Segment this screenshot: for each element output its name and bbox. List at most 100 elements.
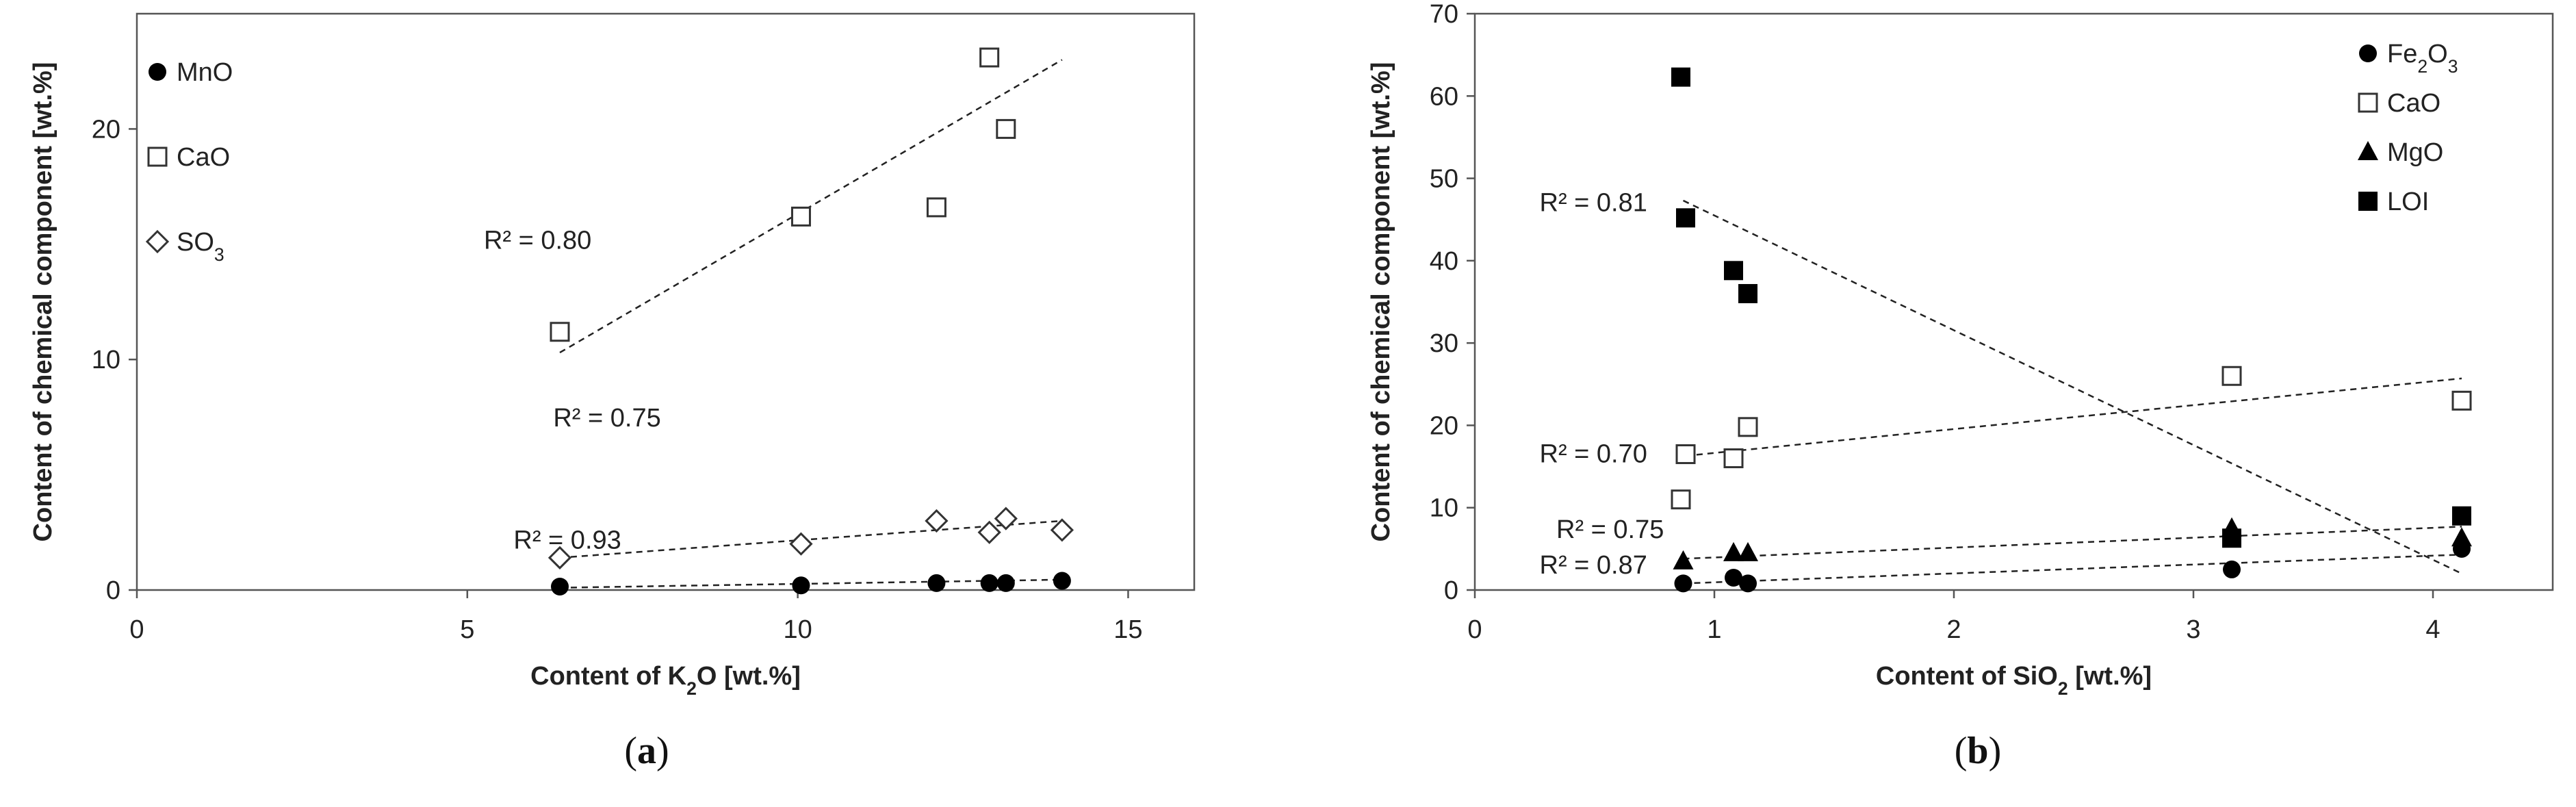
r-squared-label: R² = 0.81: [1540, 189, 1647, 218]
data-point-cao: [2221, 366, 2242, 386]
data-point-so3: [789, 532, 813, 556]
x-axis-title: Content of K2O [wt.%]: [530, 662, 801, 699]
text-part: Content of SiO: [1876, 662, 2058, 691]
caption-letter: b: [1967, 730, 1988, 772]
data-point-so3: [977, 520, 1001, 544]
plot-area-frame: [1473, 12, 2554, 591]
data-point-mgo: [1673, 550, 1694, 569]
data-point-cao: [996, 118, 1016, 139]
trendline-mno: [559, 578, 1062, 589]
text-part: Content of K: [530, 662, 687, 691]
legend-label-mno: MnO: [177, 58, 233, 87]
trendline-mgo: [1683, 526, 2462, 560]
plot-area-frame: [136, 12, 1196, 591]
data-point-cao: [1675, 444, 1696, 465]
text-part: [wt.%]: [2068, 662, 2152, 691]
y-tick-label: 10: [1430, 494, 1458, 523]
series-mgo: R² = 0.75: [1556, 515, 2472, 569]
x-tick-label: 0: [129, 615, 144, 644]
x-tick-label: 0: [1467, 615, 1482, 644]
y-tick-label: 40: [1430, 247, 1458, 276]
data-point-cao: [979, 47, 1000, 68]
data-point-mgo: [2451, 527, 2472, 547]
text-part: Fe: [2387, 40, 2417, 68]
data-point-mno: [996, 574, 1015, 592]
caption-open-paren: (: [1955, 730, 1968, 772]
data-point-loi: [2222, 528, 2241, 548]
text-part: LOI: [2387, 188, 2429, 216]
legend-marker-cao: [2358, 92, 2378, 113]
legend-label-loi: LOI: [2387, 188, 2429, 216]
r-squared-label: R² = 0.93: [513, 526, 621, 554]
trendline-cao: [559, 59, 1063, 354]
text-part: 3: [2448, 56, 2458, 77]
legend-marker-fe2o3: [2359, 44, 2377, 62]
text-part: 2: [686, 678, 697, 699]
r-squared-label: R² = 0.75: [1556, 515, 1664, 544]
trendline-cao: [1685, 377, 2462, 457]
x-tick-label: 15: [1113, 615, 1142, 644]
text-part: SO: [177, 228, 214, 257]
y-tick-label: 10: [92, 346, 120, 374]
y-axis-title: Content of chemical component [wt.%]: [29, 62, 57, 542]
data-point-mno: [792, 576, 810, 595]
r-squared-label: R² = 0.75: [553, 404, 660, 433]
data-point-loi: [1671, 67, 1690, 87]
data-point-cao: [790, 206, 811, 227]
panel-caption: (b): [1955, 730, 2001, 772]
legend-label-cao: CaO: [177, 143, 230, 172]
x-axis-title: Content of SiO2 [wt.%]: [1876, 662, 2152, 699]
r-squared-label: R² = 0.80: [484, 227, 591, 255]
legend-marker-loi: [2358, 192, 2378, 211]
text-part: MnO: [177, 58, 233, 87]
text-part: 3: [214, 244, 224, 265]
data-point-cao: [1671, 489, 1691, 510]
data-point-so3: [1050, 518, 1074, 542]
data-point-mno: [980, 574, 999, 592]
data-point-loi: [1724, 261, 1743, 281]
trendline-so3: [559, 520, 1062, 559]
x-tick-label: 10: [783, 615, 812, 644]
data-point-fe2o3: [1725, 568, 1742, 587]
data-point-mgo: [1723, 541, 1744, 561]
x-tick-label: 5: [460, 615, 474, 644]
caption-open-paren: (: [624, 730, 637, 772]
data-point-fe2o3: [1674, 574, 1692, 593]
data-point-cao: [1738, 417, 1758, 437]
legend-marker-mno: [149, 63, 166, 81]
legend-label-so3: SO3: [177, 228, 224, 265]
x-tick-label: 3: [2186, 615, 2200, 644]
legend-marker-mgo: [2358, 141, 2378, 160]
legend-marker-so3: [145, 229, 170, 254]
trendline-fe2o3: [1683, 554, 2462, 585]
data-point-fe2o3: [2223, 560, 2241, 578]
y-tick-label: 60: [1430, 82, 1458, 111]
y-axis-title: Content of chemical component [wt.%]: [1367, 62, 1395, 542]
text-part: CaO: [2387, 89, 2440, 118]
data-point-loi: [1738, 283, 1757, 303]
x-tick-label: 1: [1707, 615, 1721, 644]
y-tick-label: 0: [1444, 576, 1458, 605]
y-tick-label: 70: [1430, 0, 1458, 29]
r-squared-label: R² = 0.70: [1540, 440, 1647, 469]
text-part: 2: [2417, 56, 2427, 77]
data-point-so3: [994, 507, 1018, 530]
data-point-mgo: [1738, 541, 1758, 561]
x-tick-label: 4: [2425, 615, 2440, 644]
data-point-cao: [2451, 390, 2472, 411]
legend-label-fe2o3: Fe2O3: [2387, 40, 2458, 77]
series-cao: R² = 0.80: [484, 47, 1063, 354]
r-squared-label: R² = 0.87: [1540, 551, 1647, 580]
data-point-fe2o3: [1739, 574, 1757, 593]
y-tick-label: 20: [1430, 411, 1458, 440]
y-tick-label: 30: [1430, 329, 1458, 358]
trendline-loi: [1682, 199, 2462, 575]
legend-label-mgo: MgO: [2387, 138, 2443, 167]
series-fe2o3: R² = 0.87: [1540, 539, 2471, 593]
caption-close-paren: ): [656, 730, 669, 772]
text-part: 2: [2058, 678, 2068, 699]
y-tick-label: 20: [92, 115, 120, 144]
